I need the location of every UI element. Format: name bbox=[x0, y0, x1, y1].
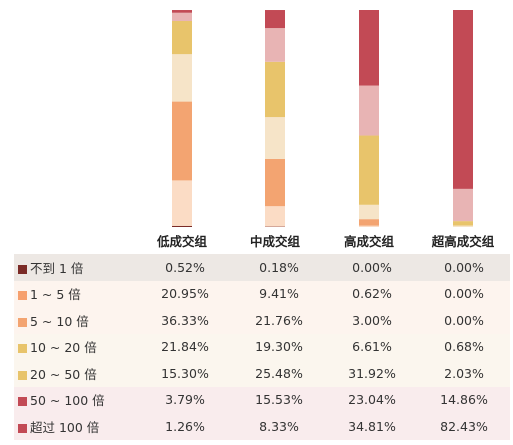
legend-entry: 不到 1 倍 bbox=[14, 254, 138, 281]
legend-swatch bbox=[18, 397, 27, 407]
data-label: 0.00% bbox=[352, 259, 392, 275]
data-label: 21.76% bbox=[255, 312, 303, 328]
table-row: 20 ~ 50 倍 15.30% 25.48% 31.92% 2.03% bbox=[14, 360, 510, 387]
bar-segment bbox=[359, 204, 379, 220]
data-label: 0.52% bbox=[165, 259, 205, 275]
legend-label: 5 ~ 10 倍 bbox=[30, 313, 89, 329]
table-row: 10 ~ 20 倍 21.84% 19.30% 6.61% 0.68% bbox=[14, 333, 510, 361]
data-label: 3.00% bbox=[352, 312, 392, 328]
data-label: 19.30% bbox=[255, 339, 303, 355]
legend-swatch bbox=[18, 291, 27, 301]
bar-segment bbox=[359, 85, 379, 136]
data-label: 0.00% bbox=[444, 312, 484, 328]
data-label: 15.30% bbox=[161, 365, 209, 381]
data-table: 不到 1 倍 0.52% 0.18% 0.00% 0.00% 1 ~ 5 倍 20.95% 9… bbox=[14, 254, 510, 440]
data-label: 2.03% bbox=[444, 365, 484, 381]
data-label: 3.79% bbox=[165, 392, 205, 408]
legend-entry: 5 ~ 10 倍 bbox=[14, 307, 138, 334]
bar-segment bbox=[172, 101, 192, 181]
bar-segment bbox=[172, 12, 192, 21]
legend-label: 50 ~ 100 倍 bbox=[30, 393, 105, 409]
stacked-bar-chart bbox=[172, 10, 473, 227]
legend-swatch bbox=[18, 317, 27, 327]
bar-segment bbox=[453, 221, 473, 226]
data-label: 0.68% bbox=[444, 339, 484, 355]
data-label: 8.33% bbox=[259, 418, 299, 434]
bar-segment bbox=[265, 28, 285, 62]
data-label: 21.84% bbox=[161, 339, 209, 355]
data-label: 34.81% bbox=[348, 418, 396, 434]
data-label: 1.26% bbox=[165, 418, 205, 434]
legend-swatch bbox=[18, 370, 27, 380]
bar-segment bbox=[265, 158, 285, 207]
bar-segment bbox=[359, 225, 379, 227]
category-label: 低成交组 bbox=[156, 234, 207, 249]
bar-segment bbox=[265, 10, 285, 29]
legend-entry: 50 ~ 100 倍 bbox=[14, 387, 138, 414]
data-label: 15.53% bbox=[255, 392, 303, 408]
category-label: 中成交组 bbox=[249, 234, 300, 249]
data-label: 36.33% bbox=[161, 312, 209, 328]
category-label: 高成交组 bbox=[343, 234, 394, 249]
data-label: 6.61% bbox=[352, 339, 392, 355]
data-label: 25.48% bbox=[255, 365, 303, 381]
legend-label: 不到 1 倍 bbox=[30, 260, 84, 276]
bar-segment bbox=[172, 10, 192, 13]
legend-entry: 超过 100 倍 bbox=[14, 413, 138, 440]
legend-swatch bbox=[18, 264, 27, 274]
data-label: 0.00% bbox=[444, 286, 484, 302]
table-row: 5 ~ 10 倍 36.33% 21.76% 3.00% 0.00% bbox=[14, 307, 510, 334]
bar-segment bbox=[265, 61, 285, 118]
category-label: 超高成交组 bbox=[431, 234, 495, 249]
legend-entry: 1 ~ 5 倍 bbox=[14, 281, 138, 308]
legend-label: 20 ~ 50 倍 bbox=[30, 366, 97, 382]
bar-segment bbox=[172, 54, 192, 102]
data-label: 14.86% bbox=[440, 392, 488, 408]
legend-label: 1 ~ 5 倍 bbox=[30, 287, 81, 303]
bar-segment bbox=[359, 219, 379, 226]
table-row: 超过 100 倍 1.26% 8.33% 34.81% 82.43% bbox=[14, 413, 510, 440]
table-row: 不到 1 倍 0.52% 0.18% 0.00% 0.00% bbox=[14, 254, 510, 281]
chart-plot bbox=[172, 10, 473, 227]
legend-swatch bbox=[18, 423, 27, 433]
table-row: 50 ~ 100 倍 3.79% 15.53% 23.04% 14.86% bbox=[14, 386, 510, 414]
data-label: 0.62% bbox=[352, 286, 392, 302]
legend-entry: 20 ~ 50 倍 bbox=[14, 360, 138, 387]
bar-segment bbox=[359, 135, 379, 205]
bar-segment bbox=[359, 10, 379, 86]
data-label: 20.95% bbox=[161, 286, 209, 302]
legend-label: 超过 100 倍 bbox=[30, 419, 100, 435]
data-label: 23.04% bbox=[348, 392, 396, 408]
bar-segment bbox=[172, 180, 192, 226]
bar-segment bbox=[453, 10, 473, 189]
bar-segment bbox=[453, 225, 473, 227]
legend-entry: 10 ~ 20 倍 bbox=[14, 334, 138, 361]
bar-segment bbox=[453, 188, 473, 222]
data-label: 82.43% bbox=[440, 418, 488, 434]
data-label: 31.92% bbox=[348, 365, 396, 381]
bar-segment bbox=[172, 20, 192, 55]
table-row: 1 ~ 5 倍 20.95% 9.41% 0.62% 0.00% bbox=[14, 280, 510, 308]
bar-segment bbox=[265, 117, 285, 159]
bar-segment bbox=[172, 225, 192, 227]
data-label: 9.41% bbox=[259, 286, 299, 302]
legend-swatch bbox=[18, 344, 27, 354]
data-label: 0.18% bbox=[259, 259, 299, 275]
legend-label: 10 ~ 20 倍 bbox=[30, 340, 97, 356]
bar-segment bbox=[265, 206, 285, 227]
data-label: 0.00% bbox=[444, 259, 484, 275]
